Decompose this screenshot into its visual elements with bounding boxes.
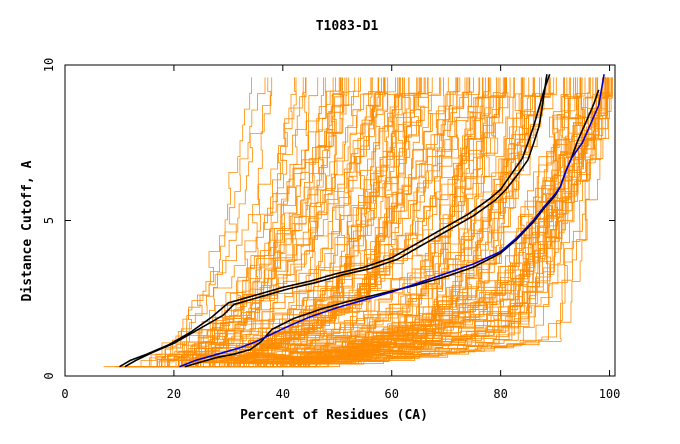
background-curve: [171, 77, 440, 368]
x-tick-label: 80: [493, 387, 507, 401]
background-curve: [219, 77, 607, 368]
background-curve: [229, 77, 594, 368]
background-curve: [151, 77, 336, 368]
highlight-curve: [119, 74, 551, 368]
background-curve: [189, 77, 458, 368]
background-curve: [169, 77, 540, 368]
x-tick-label: 60: [385, 387, 399, 401]
background-curve: [120, 77, 272, 368]
x-tick-label: 20: [167, 387, 181, 401]
background-curve: [161, 77, 497, 368]
background-curve: [156, 77, 342, 368]
background-curve: [203, 77, 612, 368]
background-curve: [140, 77, 380, 368]
background-curve: [169, 77, 389, 368]
background-curve: [206, 77, 586, 368]
background-curve: [138, 77, 372, 368]
background-curve: [117, 77, 384, 368]
background-curve: [208, 77, 535, 368]
background-curve: [176, 77, 457, 368]
highlight-curve: [179, 74, 605, 368]
background-curve: [188, 77, 469, 368]
background-curve: [205, 77, 607, 368]
background-curve: [124, 77, 306, 368]
background-curve: [120, 77, 361, 368]
background-curve: [133, 77, 419, 368]
background-curve: [173, 77, 501, 368]
background-curve: [161, 77, 356, 368]
background-curve: [143, 77, 360, 368]
background-curve: [140, 77, 252, 368]
x-axis-label: Percent of Residues (CA): [240, 408, 428, 423]
background-curve: [166, 77, 425, 368]
background-curve: [229, 77, 542, 368]
plot-area: [64, 64, 616, 377]
y-tick-label: 10: [42, 58, 56, 72]
background-curve: [115, 77, 266, 368]
background-curve: [157, 77, 382, 368]
background-curve: [200, 77, 554, 368]
y-axis-ticks: 0 5 10: [42, 58, 615, 380]
background-curve: [241, 77, 610, 368]
highlight-curve: [124, 74, 548, 368]
background-curve: [232, 77, 606, 368]
background-curve: [151, 77, 319, 368]
background-curve: [164, 77, 389, 368]
background-curves: [103, 77, 613, 368]
chart-title: T1083-D1: [316, 19, 379, 34]
highlight-curves: [119, 74, 605, 368]
background-curve: [176, 77, 375, 368]
background-curve: [194, 77, 490, 368]
background-curve: [133, 77, 297, 368]
background-curve: [205, 77, 613, 368]
background-curve: [188, 77, 480, 368]
background-curve: [228, 77, 612, 368]
background-curve: [249, 77, 607, 368]
x-tick-label: 40: [276, 387, 290, 401]
background-curve: [144, 77, 350, 368]
x-tick-label: 0: [61, 387, 68, 401]
y-tick-label: 5: [42, 217, 56, 224]
highlight-curve: [184, 89, 600, 368]
x-tick-label: 100: [599, 387, 621, 401]
background-curve: [237, 77, 536, 368]
background-curve: [203, 77, 506, 368]
x-axis-ticks: 0 20 40 60 80 100: [61, 65, 620, 401]
background-curve: [190, 77, 458, 368]
y-axis-label: Distance Cutoff, A: [20, 160, 35, 301]
background-curve: [215, 77, 608, 368]
y-tick-label: 0: [42, 372, 56, 379]
background-curve: [160, 77, 466, 368]
